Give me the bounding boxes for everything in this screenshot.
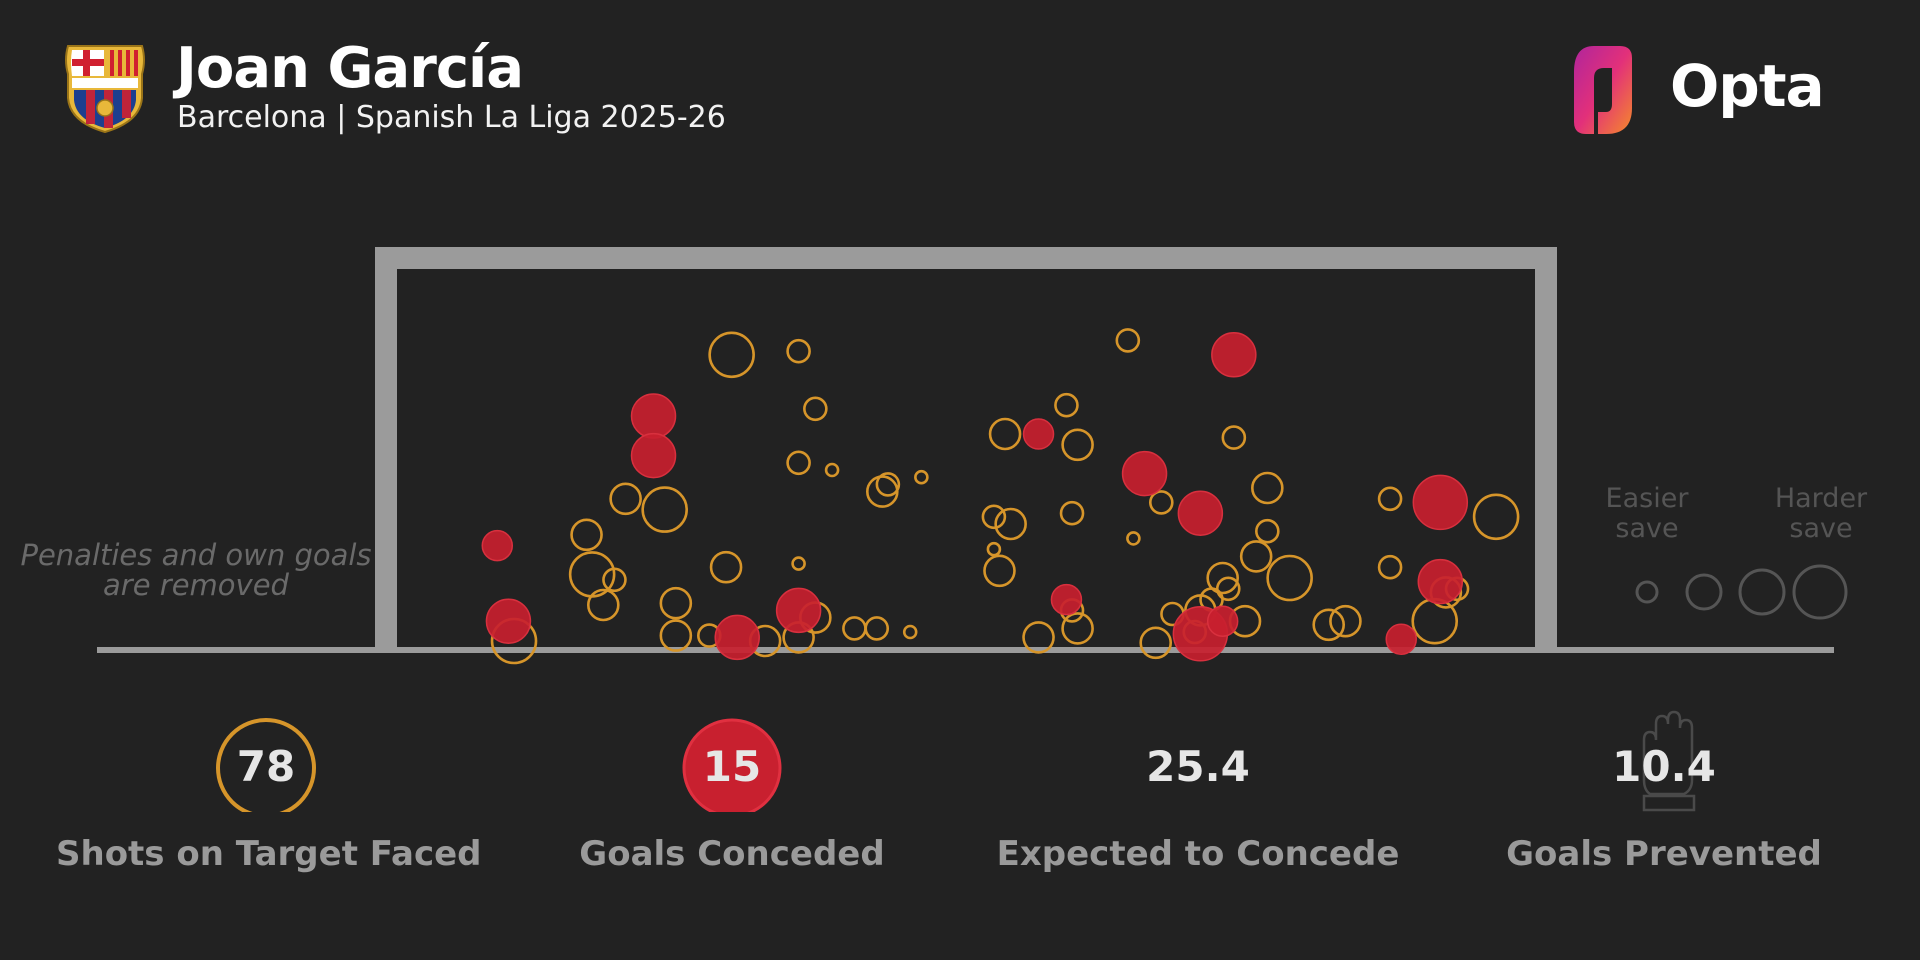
header: Joan García Barcelona | Spanish La Liga … <box>60 36 1900 156</box>
goal-conceded-point <box>775 587 822 634</box>
saved-shot-point <box>902 624 918 640</box>
saved-shot-point <box>1115 328 1141 353</box>
goal-conceded-point <box>1050 583 1083 616</box>
saved-shot-point <box>1059 500 1085 526</box>
saved-shot-point <box>659 619 693 652</box>
saved-shot-point <box>708 331 755 379</box>
saved-shot-point <box>609 482 642 516</box>
saved-shot-point <box>791 556 806 571</box>
goal-conceded-point <box>1022 418 1055 450</box>
saved-shot-point <box>786 338 811 364</box>
saved-shot-point <box>1221 425 1247 450</box>
fc-barcelona-crest <box>65 45 145 134</box>
goal-conceded-point <box>481 529 514 562</box>
stat-expected-to-concede: 25.4 Expected to Concede <box>988 712 1408 892</box>
legend-size-circle <box>1792 564 1848 620</box>
size-legend <box>1635 564 1848 620</box>
saved-shot-point <box>570 518 603 552</box>
saved-shot-point <box>1251 471 1284 505</box>
saved-shot-point <box>1126 531 1141 546</box>
saved-shot-point <box>1215 576 1241 602</box>
saved-shot-point <box>1022 621 1055 654</box>
legend-size-circle <box>1738 568 1786 616</box>
saved-shot-point <box>803 396 828 422</box>
stat-value: 78 <box>236 742 296 791</box>
exclusion-note-line1: Penalties and own goals <box>20 538 372 572</box>
goal-conceded-point <box>1177 490 1224 536</box>
exclusion-note: Penalties and own goals are removed <box>20 540 372 600</box>
saved-shot-point <box>986 541 1002 557</box>
saved-shot-point <box>1329 604 1362 638</box>
legend-harder-label: Harder save <box>1774 483 1868 544</box>
shot-layer <box>481 328 1520 665</box>
goal-conceded-point <box>630 393 677 439</box>
goal-conceded-point <box>1121 450 1168 497</box>
stat-label: Expected to Concede <box>996 834 1400 874</box>
goal-conceded-point <box>1211 332 1257 378</box>
legend-easier-label: Easier save <box>1605 483 1689 544</box>
stat-shots-on-target: 78 Shots on Target Faced <box>56 712 482 892</box>
stat-goals-conceded: 15 Goals Conceded <box>522 712 942 892</box>
saved-shot-point <box>914 469 929 485</box>
goalkeeper-glove-icon <box>1642 710 1696 812</box>
stat-label: Goals Prevented <box>1506 834 1822 874</box>
exclusion-note-line2: are removed <box>103 568 289 602</box>
saved-shot-point <box>586 588 620 622</box>
saved-shot-marker-icon <box>216 718 316 812</box>
saved-shot-point <box>994 507 1027 541</box>
saved-shot-point <box>1206 561 1239 595</box>
player-subtitle: Barcelona | Spanish La Liga 2025-26 <box>177 100 726 135</box>
stat-value: 10.4 <box>1612 742 1716 791</box>
opta-brand-text: Opta <box>1670 52 1825 120</box>
stat-goals-prevented: 10.4 Goals Prevented <box>1454 710 1874 892</box>
saved-shot-point <box>602 567 627 593</box>
goal-conceded-point <box>485 598 532 644</box>
saved-shot-point <box>865 475 899 508</box>
saved-shot-point <box>1139 626 1173 660</box>
saved-shot-point <box>983 554 1016 588</box>
saved-shot-point <box>864 616 890 641</box>
stat-value: 15 <box>702 742 762 791</box>
saved-shot-point <box>824 462 840 478</box>
player-name: Joan García <box>176 36 524 101</box>
saved-shot-point <box>1061 428 1094 462</box>
saved-shot-point <box>1377 486 1403 512</box>
saved-shot-point <box>1255 518 1280 544</box>
goal-conceded-point <box>630 432 677 479</box>
saved-shot-point <box>1377 554 1403 580</box>
goal-conceded-point <box>1206 605 1239 637</box>
saved-shot-point <box>1149 490 1174 515</box>
saved-shot-point <box>981 504 1007 530</box>
goal-conceded-point <box>1385 623 1417 655</box>
goal-conceded-point <box>1417 558 1464 605</box>
saved-shot-point <box>786 450 811 476</box>
saved-shot-point <box>842 616 867 641</box>
goal-marker-icon <box>682 718 782 812</box>
saved-shot-point <box>1266 554 1313 602</box>
saved-shot-point <box>1239 540 1273 573</box>
goal-conceded-point <box>1412 474 1469 531</box>
stat-value: 25.4 <box>1146 742 1250 791</box>
stat-label: Goals Conceded <box>579 834 885 874</box>
saved-shot-point <box>988 417 1022 451</box>
saved-shot-point <box>1312 608 1345 642</box>
saved-shot-point <box>659 586 693 620</box>
saved-shot-point <box>1061 612 1094 645</box>
saved-shot-point <box>641 486 688 533</box>
goal-frame <box>375 247 1557 650</box>
saved-shot-point <box>709 550 743 584</box>
legend-size-circle <box>1685 573 1723 611</box>
opta-logo-icon <box>1574 46 1632 134</box>
goal-conceded-point <box>714 614 760 661</box>
legend-size-circle <box>1635 580 1659 604</box>
saved-shot-point <box>1054 392 1079 418</box>
saved-shot-point <box>875 472 901 497</box>
stat-label: Shots on Target Faced <box>56 834 482 874</box>
saved-shot-point <box>1472 493 1520 541</box>
